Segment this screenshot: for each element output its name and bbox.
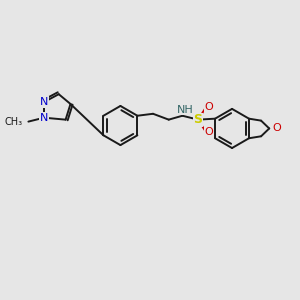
Text: O: O: [205, 102, 213, 112]
Text: CH₃: CH₃: [4, 117, 22, 127]
Text: NH: NH: [177, 105, 194, 115]
Text: O: O: [205, 128, 213, 137]
Text: N: N: [40, 113, 48, 123]
Text: S: S: [194, 113, 202, 126]
Text: N: N: [40, 97, 48, 107]
Text: O: O: [273, 124, 281, 134]
